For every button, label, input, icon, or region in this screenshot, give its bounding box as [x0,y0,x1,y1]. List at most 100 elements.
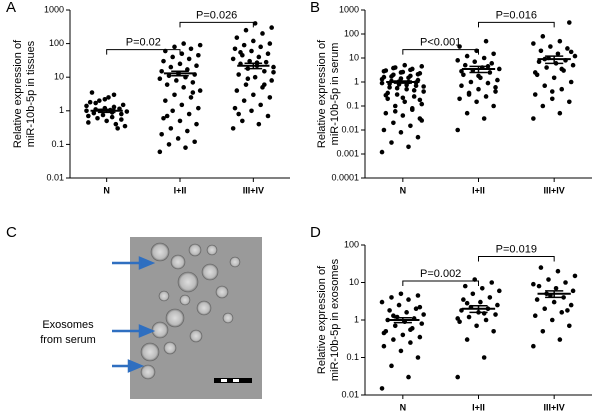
data-point [251,92,256,98]
data-point [265,113,271,119]
y-tick-label: 0.1 [346,100,359,110]
y-axis-label: miR-10b-5p in tissues [25,40,37,147]
data-point [263,59,269,65]
data-point [394,85,400,91]
data-point [565,308,570,313]
error-bar [545,55,564,65]
data-point [271,69,276,75]
p-value: P=0.026 [196,9,237,21]
data-point [262,68,267,74]
data-point [534,297,540,302]
data-point [455,374,460,380]
data-point [122,123,128,129]
data-point [572,53,578,59]
data-point [474,99,479,105]
data-point [389,363,394,369]
data-point [157,149,163,155]
data-point [243,27,249,33]
data-point [241,98,247,103]
data-point [400,95,406,101]
y-tick-label: 1 [59,105,64,115]
data-point [408,123,413,129]
data-point [481,355,487,360]
comparison-bracket [179,21,254,28]
data-point [383,92,389,98]
data-point [400,332,406,338]
annotation: from serum [40,334,96,346]
data-point [553,286,559,291]
x-tick-label: I+II [174,185,187,195]
data-point [531,116,536,121]
data-point [166,142,172,147]
data-point [190,80,196,85]
data-point [389,74,394,79]
comparison-bracket [402,280,479,286]
data-point [256,54,262,60]
x-tick-label: N [103,185,110,195]
data-point [389,295,394,300]
data-point [538,48,544,54]
data-point [462,62,468,68]
data-point [236,111,241,117]
data-point [540,328,546,334]
data-point [391,120,396,126]
data-point [183,145,188,150]
data-point [249,48,254,54]
data-point [232,105,238,111]
data-point [419,321,425,326]
data-point [394,92,400,97]
data-point [232,46,238,52]
data-point [404,82,409,88]
data-point [481,116,487,121]
data-point [398,70,404,75]
data-point [464,53,470,59]
data-point [466,314,472,320]
data-point [419,118,425,123]
data-point [546,277,551,282]
data-point [419,101,425,107]
data-point [402,99,408,105]
data-point [230,126,236,131]
y-axis-label: Relative expression of [12,39,24,148]
data-point [196,105,201,111]
data-point [396,302,402,308]
y-axis-label: miR-10b-5p in exosomes [329,258,341,381]
x-tick-label: N [400,185,407,195]
data-point [236,72,241,77]
y-axis-label: miR-10b-5p in serum [329,43,341,146]
data-point [415,293,421,298]
data-point [483,317,489,323]
data-point [549,89,555,94]
data-point [86,120,91,125]
data-point [491,328,496,334]
data-point [493,312,498,317]
data-point [457,44,462,49]
data-point [402,62,408,68]
data-point [491,51,496,57]
data-point [462,283,468,289]
data-point [472,59,478,65]
data-point [172,44,177,50]
data-point [415,71,421,77]
data-point [243,82,249,87]
data-point [391,65,396,71]
data-point [104,118,109,124]
data-point [548,44,553,49]
data-point [381,330,387,336]
data-point [417,334,423,340]
data-point [567,323,572,329]
data-point [487,295,493,300]
data-point [483,94,489,99]
data-point [389,140,394,145]
data-point [168,64,174,70]
data-point [540,103,546,109]
data-point [531,41,536,46]
p-value: P=0.02 [126,37,161,49]
error-bar [97,108,116,114]
data-point [392,323,398,329]
data-point [234,88,240,93]
data-point [188,95,194,100]
data-point [252,21,258,26]
data-point [387,85,392,90]
